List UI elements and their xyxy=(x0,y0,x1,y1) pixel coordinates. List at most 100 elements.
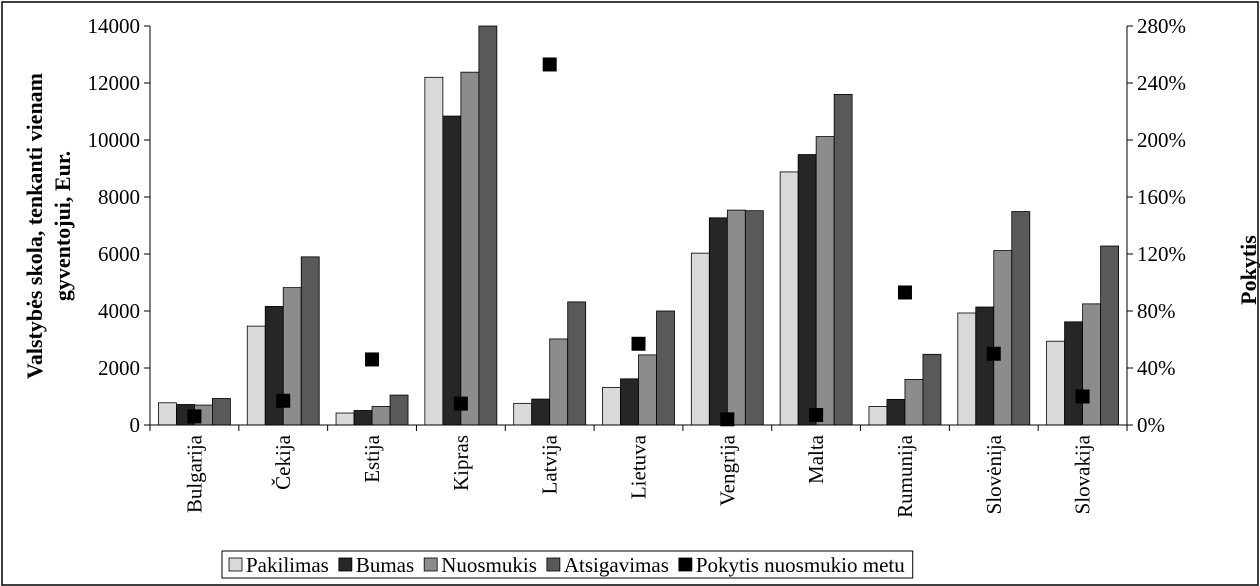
bar xyxy=(886,398,906,426)
marker-point xyxy=(1075,389,1090,404)
bar xyxy=(656,310,675,426)
x-tick-label: Lietuva xyxy=(627,434,651,499)
marker-point xyxy=(276,393,291,408)
bar xyxy=(957,312,977,426)
bar xyxy=(158,402,177,426)
bar xyxy=(708,217,728,426)
markers-group xyxy=(187,57,1090,427)
bar xyxy=(460,71,480,426)
marker-point xyxy=(897,285,912,300)
marker-point xyxy=(720,412,735,427)
legend-swatch xyxy=(338,557,353,572)
marker-point xyxy=(986,346,1001,361)
bar xyxy=(797,154,817,426)
legend-swatch xyxy=(228,557,243,572)
bar xyxy=(975,306,995,426)
legend-label: Pokytis nuosmukio metu xyxy=(696,553,905,577)
x-tick-label: Estija xyxy=(360,434,384,483)
y-tick-label: 14000 xyxy=(88,14,141,38)
y2-axis-title: Pokytis xyxy=(1236,235,1260,305)
bar xyxy=(549,338,569,426)
y-tick-label: 0 xyxy=(130,413,141,437)
legend-swatch xyxy=(546,557,561,572)
x-tick-label: Bulgarija xyxy=(182,434,206,513)
y2-tick-label: 0% xyxy=(1137,413,1165,437)
bar xyxy=(442,115,462,426)
y-axis-title-line-1: Valstybės skola, tenkanti vienam xyxy=(22,73,47,379)
bar xyxy=(922,353,942,426)
x-tick-label: Malta xyxy=(804,434,828,484)
marker-point xyxy=(542,57,557,72)
bar xyxy=(246,325,266,426)
marker-point xyxy=(187,409,202,424)
y2-tick-label: 240% xyxy=(1137,71,1186,95)
bar xyxy=(1082,303,1101,426)
bars-group xyxy=(158,25,1119,426)
y2-tick-label: 80% xyxy=(1137,299,1176,323)
bar xyxy=(602,386,621,426)
bar xyxy=(815,136,835,426)
bar xyxy=(1100,245,1119,426)
x-tick-label: Kipras xyxy=(449,435,473,491)
y2-tick-label: 280% xyxy=(1137,14,1186,38)
bar xyxy=(833,94,853,426)
bar xyxy=(1011,211,1031,426)
y-tick-label: 6000 xyxy=(98,242,140,266)
y2-tick-label: 120% xyxy=(1137,242,1186,266)
bar xyxy=(904,378,924,426)
bar xyxy=(531,398,551,426)
x-tick-label: Rumunija xyxy=(893,434,917,518)
bar xyxy=(212,398,231,426)
bar xyxy=(690,252,710,426)
marker-point xyxy=(453,396,468,411)
bar xyxy=(638,354,657,426)
bar xyxy=(353,410,373,426)
x-tick-label: Slovakija xyxy=(1071,434,1095,514)
bar xyxy=(620,378,639,426)
marker-point xyxy=(365,352,380,367)
x-tick-label: Slovėnija xyxy=(982,434,1006,514)
bar xyxy=(726,209,746,426)
y2-tick-label: 200% xyxy=(1137,128,1186,152)
y2-tick-label: 40% xyxy=(1137,356,1176,380)
legend-label: Bumas xyxy=(356,553,414,577)
x-tick-label: Latvija xyxy=(538,434,562,494)
y-tick-label: 10000 xyxy=(88,128,141,152)
bar xyxy=(478,25,498,426)
bar xyxy=(371,406,391,426)
x-tick-label: Vengrija xyxy=(715,434,739,506)
y-tick-label: 8000 xyxy=(98,185,140,209)
bar xyxy=(993,250,1013,426)
bar xyxy=(424,76,444,426)
bar xyxy=(1064,321,1083,426)
y2-tick-label: 160% xyxy=(1137,185,1186,209)
y-tick-label: 12000 xyxy=(88,71,141,95)
bar xyxy=(335,412,355,426)
bar xyxy=(567,301,587,426)
legend: Pakilimas Bumas Nuosmukis Atsigavimas Pokyti… xyxy=(221,550,914,579)
legend-box xyxy=(221,550,914,579)
bar xyxy=(300,256,320,426)
bar xyxy=(389,394,409,426)
y-tick-label: 2000 xyxy=(98,356,140,380)
axes-group: 0 2000 4000 6000 8000 10000 12000 14000 0% 40% 80%… xyxy=(88,14,1187,437)
y-axis-title: Valstybės skola, tenkanti vienam gyvento… xyxy=(22,73,75,379)
bar xyxy=(779,171,799,426)
legend-swatch xyxy=(423,557,438,572)
marker-point xyxy=(809,408,824,423)
bar xyxy=(744,210,764,426)
x-tick-label: Čekija xyxy=(271,434,295,489)
marker-point xyxy=(631,336,646,351)
bar xyxy=(513,402,533,426)
y-tick-label: 4000 xyxy=(98,299,140,323)
legend-label: Atsigavimas xyxy=(564,553,669,577)
legend-swatch xyxy=(678,557,693,572)
bar xyxy=(1046,340,1065,426)
legend-label: Nuosmukis xyxy=(441,553,537,577)
y-axis-title-line-2: gyventojui, Eur. xyxy=(50,151,75,301)
legend-label: Pakilimas xyxy=(246,553,329,577)
bar xyxy=(868,406,888,426)
x-labels-group: Bulgarija Čekija Estija Kipras Latvija Lietuv… xyxy=(182,434,1094,518)
